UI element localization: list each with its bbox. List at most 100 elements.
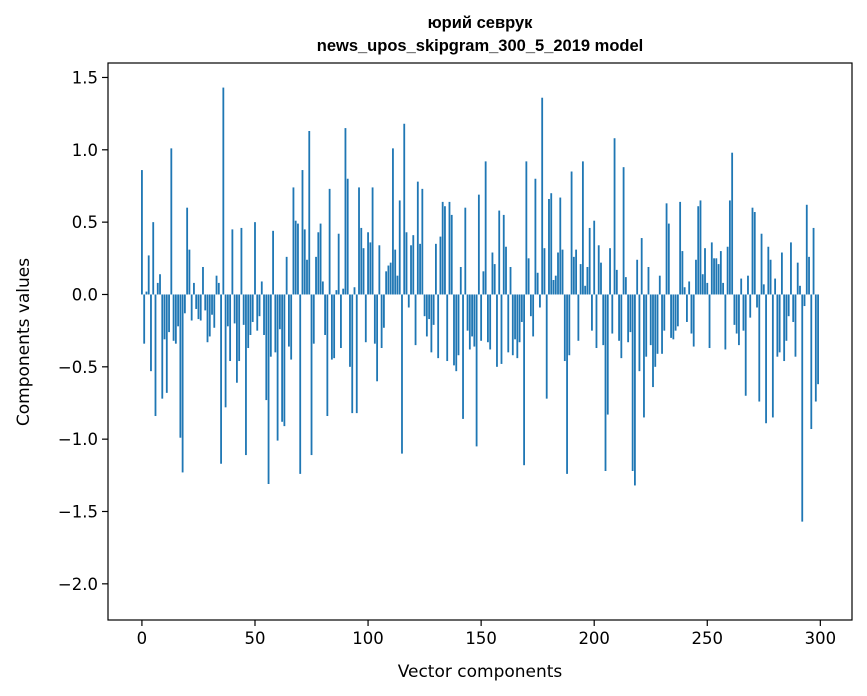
bar (448, 201, 451, 295)
bar (731, 152, 734, 295)
bar (629, 294, 632, 333)
bar (656, 294, 659, 354)
bar (466, 294, 469, 331)
y-tick-label: −1.0 (58, 430, 98, 449)
bar (276, 294, 279, 441)
bar (392, 148, 394, 295)
bar (618, 294, 620, 341)
bar (367, 232, 369, 295)
bar (193, 282, 195, 295)
bar (272, 230, 274, 295)
bar (796, 262, 799, 295)
bar (717, 264, 720, 295)
bar (683, 287, 686, 295)
bar (360, 227, 363, 295)
bar (355, 294, 358, 414)
bar (645, 294, 648, 357)
chart-subtitle: news_upos_skipgram_300_5_2019 model (317, 37, 644, 55)
bar (441, 201, 444, 295)
bar (792, 294, 795, 322)
bar (208, 294, 211, 337)
bar (597, 245, 600, 295)
bar (317, 232, 320, 295)
bar (482, 271, 485, 295)
bar (202, 266, 204, 295)
bar (349, 294, 351, 367)
plot-frame (107, 62, 853, 621)
bar (254, 222, 256, 295)
bar (579, 264, 582, 295)
bar (141, 170, 143, 295)
bar (423, 294, 426, 317)
bar (181, 294, 184, 473)
y-axis-ticks: 1.5 1.0 0.5 0.0 −0.5 −1.0 −1.5 −2.0 (58, 68, 108, 594)
bar (297, 223, 299, 295)
bar (380, 294, 383, 349)
y-tick-label: −2.0 (58, 575, 98, 594)
bar (652, 294, 654, 388)
bars-group (141, 87, 819, 522)
bar (412, 235, 415, 295)
bar (165, 294, 168, 393)
bar (622, 167, 625, 295)
bar (543, 248, 546, 295)
x-tick-label: 200 (578, 629, 610, 648)
bar (432, 294, 435, 325)
bar (638, 294, 641, 372)
bar (247, 294, 250, 349)
bar (679, 201, 682, 295)
bar (812, 227, 815, 295)
bar (177, 294, 180, 327)
bar (242, 294, 245, 325)
bar (615, 269, 618, 295)
bar (179, 294, 182, 438)
bar (154, 294, 157, 417)
bar (233, 294, 236, 324)
bar (500, 294, 503, 364)
bar (756, 294, 758, 308)
bar (799, 285, 801, 295)
bar (604, 294, 607, 471)
y-tick-label: −0.5 (58, 358, 98, 377)
bar (593, 220, 596, 295)
bar (634, 294, 636, 486)
y-tick-label: 1.0 (72, 141, 98, 160)
bar (713, 258, 715, 295)
bar (783, 294, 786, 362)
bar (496, 294, 498, 367)
bar (444, 206, 446, 295)
bar (468, 294, 471, 350)
bar (523, 294, 525, 466)
bar (274, 294, 277, 353)
bar (446, 294, 449, 362)
bar (190, 294, 193, 321)
bar (708, 294, 711, 349)
bar (602, 294, 605, 346)
bar (238, 294, 241, 362)
bar (351, 294, 354, 414)
bar (150, 294, 152, 372)
bar (640, 238, 643, 295)
bar (505, 246, 507, 295)
bar (285, 256, 288, 295)
bar (489, 294, 492, 350)
bar (566, 294, 568, 474)
bar (215, 275, 218, 295)
bar (701, 274, 704, 295)
y-tick-label: 1.5 (72, 68, 98, 87)
bar (740, 278, 743, 295)
bar (328, 188, 331, 295)
bar (396, 275, 399, 295)
bar (697, 206, 700, 295)
bar (315, 256, 317, 295)
bar (294, 220, 297, 295)
bar (719, 251, 722, 295)
bar (453, 294, 455, 366)
bar (143, 294, 146, 344)
bar (204, 294, 207, 311)
bar (767, 246, 770, 295)
bar (744, 294, 747, 396)
bar (217, 282, 220, 295)
bar (373, 294, 376, 344)
